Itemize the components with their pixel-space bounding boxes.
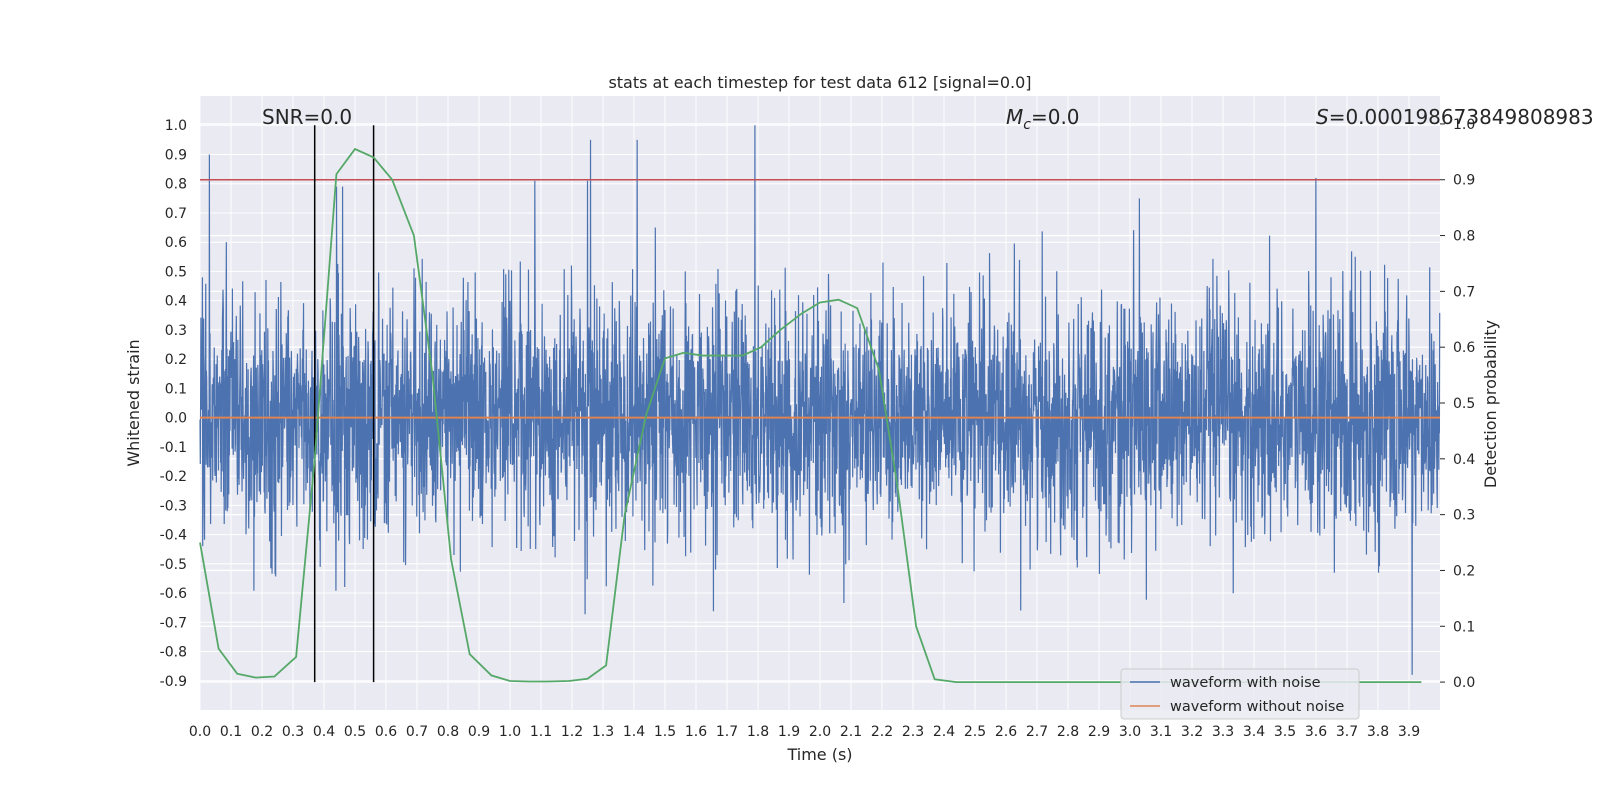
x-tick-label: 3.1: [1150, 724, 1172, 740]
x-tick-label: 3.9: [1398, 724, 1420, 740]
x-tick-label: 2.5: [964, 724, 986, 740]
x-tick-label: 0.8: [437, 724, 459, 740]
x-tick-label: 3.5: [1274, 724, 1296, 740]
x-tick-label: 3.0: [1119, 724, 1141, 740]
mc-subscript: c: [1023, 117, 1031, 133]
y-tick-label: 0.2: [165, 352, 187, 368]
x-tick-label: 1.0: [499, 724, 521, 740]
x-tick-label: 0.3: [282, 724, 304, 740]
snr-annotation: SNR=0.0: [262, 105, 352, 129]
y-right-tick-label: 0.2: [1453, 563, 1475, 579]
y-right-tick-label: 0.7: [1453, 284, 1475, 300]
y-tick-label: 0.3: [165, 323, 187, 339]
legend: waveform with noise waveform without noi…: [1120, 668, 1360, 720]
y-tick-label: -0.1: [160, 440, 187, 456]
x-tick-label: 0.1: [220, 724, 242, 740]
y-right-tick-label: 0.4: [1453, 452, 1475, 468]
x-tick-label: 1.6: [685, 724, 707, 740]
x-tick-label: 0.6: [375, 724, 397, 740]
x-tick-label: 3.4: [1243, 724, 1265, 740]
x-tick-label: 0.4: [313, 724, 335, 740]
y-tick-label: -0.3: [160, 498, 187, 514]
x-tick-label: 0.2: [251, 724, 273, 740]
x-tick-label: 1.5: [654, 724, 676, 740]
y-tick-label: -0.2: [160, 469, 187, 485]
y-right-tick-label: 1.0: [1453, 117, 1475, 133]
y-tick-label: 0.6: [165, 235, 187, 251]
x-tick-label: 2.2: [871, 724, 893, 740]
x-tick-label: 0.7: [406, 724, 428, 740]
x-tick-label: 2.4: [933, 724, 955, 740]
x-tick-label: 3.6: [1305, 724, 1327, 740]
x-tick-label: 1.1: [530, 724, 552, 740]
y-axis-right-title: Detection probability: [1481, 320, 1500, 488]
y-tick-label: 0.7: [165, 206, 187, 222]
legend-box: [1120, 668, 1360, 720]
x-tick-label: 2.1: [840, 724, 862, 740]
s-annotation: S=0.000198673849808983: [1316, 105, 1594, 129]
legend-label-clean: waveform without noise: [1170, 699, 1344, 715]
y-tick-label: 0.9: [165, 147, 187, 163]
mc-value: =0.0: [1031, 105, 1080, 129]
x-tick-label: 1.4: [623, 724, 645, 740]
y-tick-label: 0.8: [165, 177, 187, 193]
x-tick-label: 3.2: [1181, 724, 1203, 740]
x-tick-label: 0.9: [468, 724, 490, 740]
y-tick-label: -0.8: [160, 645, 187, 661]
chart-title: stats at each timestep for test data 612…: [608, 73, 1031, 92]
y-tick-label: 0.5: [165, 264, 187, 280]
y-tick-label: 0.1: [165, 381, 187, 397]
y-right-tick-label: 0.1: [1453, 619, 1475, 635]
y-tick-label: -0.9: [160, 674, 187, 690]
y-right-tick-label: 0.5: [1453, 396, 1475, 412]
x-tick-label: 3.7: [1336, 724, 1358, 740]
y-axis-title: Whitened strain: [124, 339, 143, 466]
x-tick-label: 1.7: [716, 724, 738, 740]
x-tick-label: 1.2: [561, 724, 583, 740]
y-right-tick-label: 0.9: [1453, 173, 1475, 189]
x-tick-label: 0.5: [344, 724, 366, 740]
mc-symbol: M: [1006, 105, 1023, 129]
y-tick-label: -0.5: [160, 557, 187, 573]
x-tick-label: 1.3: [592, 724, 614, 740]
y-right-tick-label: 0.8: [1453, 229, 1475, 245]
s-symbol: S: [1316, 105, 1329, 129]
x-tick-label: 2.0: [809, 724, 831, 740]
y-tick-label: 1.0: [165, 118, 187, 134]
legend-label-noise: waveform with noise: [1170, 675, 1321, 691]
waveform-with-noise-line: [199, 125, 1441, 675]
y-tick-label: 0.0: [165, 411, 187, 427]
x-tick-label: 2.9: [1088, 724, 1110, 740]
y-right-tick-label: 0.6: [1453, 340, 1475, 356]
y-right-tick-label: 0.3: [1453, 508, 1475, 524]
x-tick-label: 1.9: [778, 724, 800, 740]
y-tick-label: -0.7: [160, 615, 187, 631]
x-tick-label: 3.3: [1212, 724, 1234, 740]
x-tick-label: 3.8: [1367, 724, 1389, 740]
x-tick-label: 1.8: [747, 724, 769, 740]
x-tick-label: 2.8: [1057, 724, 1079, 740]
x-tick-label: 2.7: [1026, 724, 1048, 740]
x-tick-label: 2.6: [995, 724, 1017, 740]
x-axis-title: Time (s): [786, 745, 852, 764]
tick-labels: 0.0 0.1 0.2 0.3 0.4 0.5 0.6 0.7 0.8 0.9 1.0 1.1 1.2 1…: [160, 117, 1476, 740]
chirp-mass-annotation: Mc=0.0: [1006, 105, 1080, 133]
waveform-with-noise-series: [199, 125, 1441, 675]
s-value: =0.000198673849808983: [1329, 105, 1594, 129]
y-tick-label: -0.6: [160, 586, 187, 602]
y-tick-label: -0.4: [160, 528, 187, 544]
y-tick-label: 0.4: [165, 294, 187, 310]
x-tick-label: 0.0: [189, 724, 211, 740]
x-tick-label: 2.3: [902, 724, 924, 740]
y-right-tick-label: 0.0: [1453, 675, 1475, 691]
